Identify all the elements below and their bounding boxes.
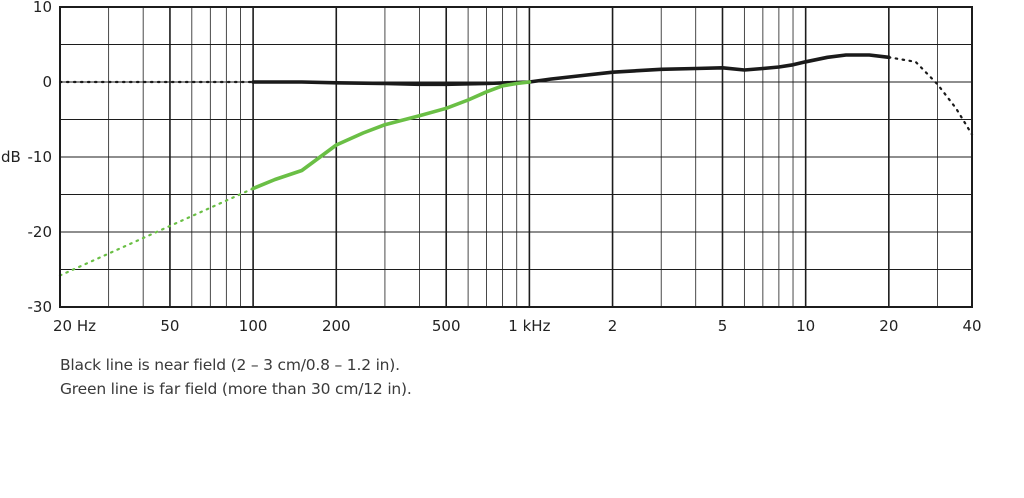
x-tick-label: 500 xyxy=(432,317,461,335)
frequency-response-chart: 20 Hz 50 100 200 500 1 kHz 2 5 10 20 40 100-10-20-… xyxy=(1,0,982,335)
x-tick-label: 40 xyxy=(962,317,981,335)
x-tick-label: 100 xyxy=(239,317,268,335)
y-tick-label: 0 xyxy=(42,73,52,91)
far-field-line xyxy=(251,80,532,191)
caption-near-field: Black line is near field (2 – 3 cm/0.8 –… xyxy=(60,356,400,374)
y-tick-labels: 10 0 -10 -20 -30 xyxy=(28,0,53,316)
near-field-line xyxy=(251,53,891,87)
plot-frame xyxy=(59,6,973,308)
x-tick-label: 2 xyxy=(608,317,618,335)
x-tick-label: 1 kHz xyxy=(508,317,550,335)
far-field-dotted-low-end xyxy=(58,187,255,277)
x-tick-label: 20 xyxy=(879,317,898,335)
plot-border xyxy=(59,6,973,308)
x-tick-label: 10 xyxy=(796,317,815,335)
y-tick-label: -30 xyxy=(28,298,53,316)
x-tick-label: 200 xyxy=(322,317,351,335)
y-axis-label: dB xyxy=(1,148,21,166)
x-tick-labels: 20 Hz 50 100 200 500 1 kHz 2 5 10 20 40 xyxy=(53,317,982,335)
caption-far-field: Green line is far field (more than 30 cm… xyxy=(60,380,412,398)
x-tick-label: 5 xyxy=(718,317,728,335)
y-tick-label: -20 xyxy=(28,223,53,241)
y-tick-label: -10 xyxy=(28,148,53,166)
x-tick-label: 20 Hz xyxy=(53,317,96,335)
response-curves xyxy=(58,53,974,277)
grid-lines xyxy=(59,6,973,308)
x-tick-label: 50 xyxy=(160,317,179,335)
near-field-dotted-high-end xyxy=(887,56,974,136)
y-tick-label: 10 xyxy=(33,0,52,16)
